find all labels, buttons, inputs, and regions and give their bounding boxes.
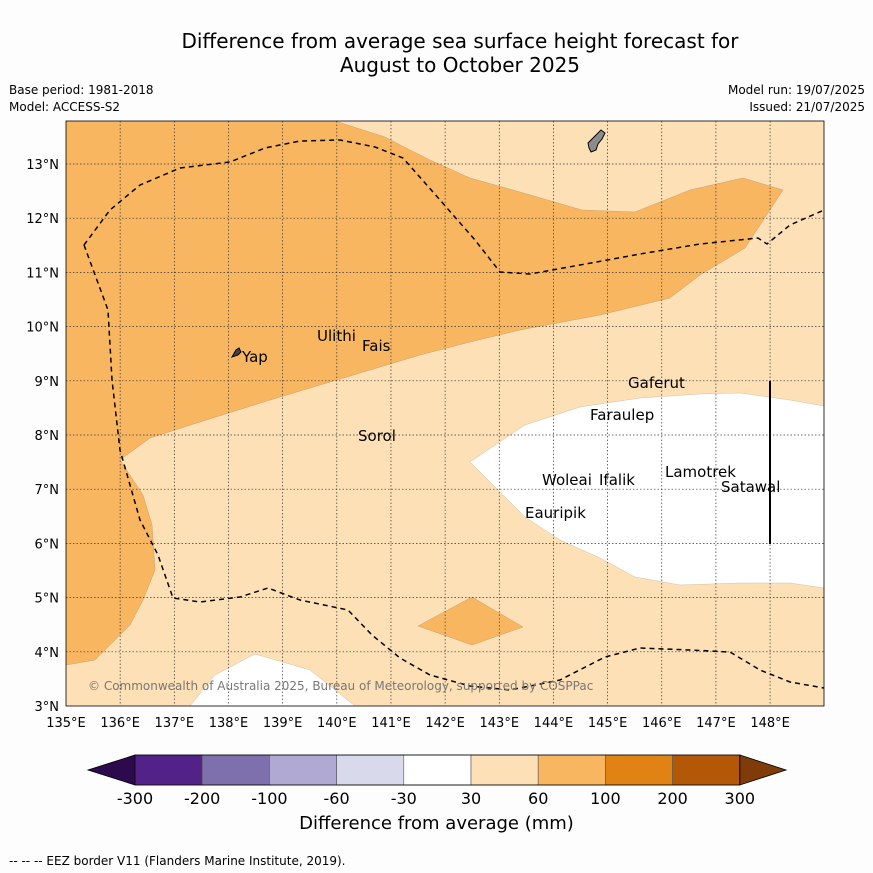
place-ifalik: Ifalik [599,471,635,489]
colorbar-extend-high [739,754,788,786]
colorbar-segment [201,754,270,786]
copyright-notice: © Commonwealth of Australia 2025, Bureau… [88,679,593,693]
latitude-tick-label: 12°N [26,212,59,227]
colorbar-tick-label: 300 [724,789,756,808]
place-faraulep: Faraulep [590,406,654,424]
colorbar-segment [605,754,673,786]
longitude-tick-label: 148°E [750,716,790,731]
colorbar-tick-label: -60 [323,789,350,808]
latitude-tick-label: 6°N [35,537,60,552]
longitude-labels: 135°E 136°E 137°E 138°E 139°E 140°E 141°E 142°E… [46,716,790,731]
latitude-tick-label: 11°N [26,266,59,281]
place-yap: Yap [241,348,268,366]
colorbar-segment [403,754,472,786]
colorbar-label: Difference from average (mm) [299,813,574,834]
colorbar-segment [537,754,606,786]
colorbar-tick-label: -30 [390,789,417,808]
latitude-tick-label: 4°N [35,646,60,661]
colorbar [86,754,788,786]
latitude-tick-label: 13°N [26,158,59,173]
place-satawal: Satawal [721,478,780,496]
band-60-100-patch [417,596,524,646]
place-labels: Ulithi Fais Yap Gaferut Faraulep Sorol L… [241,327,780,522]
title-line-2: August to October 2025 [339,53,581,77]
longitude-tick-label: 143°E [480,716,520,731]
base-period: Base period: 1981-2018 [9,83,154,97]
colorbar-tick-label: 200 [657,789,688,808]
model-run: Model run: 19/07/2025 [727,83,865,97]
longitude-tick-label: 138°E [209,716,249,731]
guam-island [587,129,606,153]
latitude-tick-label: 5°N [35,592,60,607]
issued-date: Issued: 21/07/2025 [749,100,865,114]
place-eauripik: Eauripik [525,504,586,522]
longitude-tick-label: 147°E [696,716,736,731]
graticule [66,121,824,706]
colorbar-tick-label: 60 [528,789,549,808]
latitude-tick-label: 9°N [35,375,60,390]
longitude-tick-label: 140°E [317,716,357,731]
longitude-tick-label: 144°E [534,716,574,731]
map-frame [65,120,825,707]
colorbar-tick-label: 100 [590,789,621,808]
place-gaferut: Gaferut [628,374,685,392]
colorbar-tick-label: 30 [460,789,482,808]
longitude-tick-label: 135°E [46,716,86,731]
eez-border [83,244,825,691]
colorbar-segment [134,754,203,786]
longitude-tick-label: 136°E [100,716,140,731]
latitude-labels: 3°N 4°N 5°N 6°N 7°N 8°N 9°N 10°N 11°N 12°N 13°N [26,158,59,715]
colorbar-extend-low [86,754,136,786]
yap-island [230,347,242,358]
longitude-tick-label: 146°E [642,716,682,731]
longitude-tick-label: 139°E [263,716,303,731]
place-fais: Fais [362,337,391,355]
colorbar-segment [269,754,337,786]
latitude-tick-label: 7°N [35,483,60,498]
latitude-tick-label: 10°N [26,321,59,336]
colorbar-outline [134,754,741,786]
colorbar-segment [672,754,741,786]
colorbar-tick-label: -300 [116,789,154,808]
colorbar-tick-label: -100 [251,789,288,808]
band-60-100 [66,121,784,666]
title-line-1: Difference from average sea surface heig… [181,29,739,53]
colorbar-segment [336,754,405,786]
latitude-tick-label: 3°N [35,700,60,715]
longitude-tick-label: 137°E [155,716,195,731]
longitude-tick-label: 141°E [371,716,411,731]
longitude-tick-label: 142°E [425,716,465,731]
model-name: Model: ACCESS-S2 [9,100,121,114]
band-neutral-east [469,392,824,589]
place-lamotrek: Lamotrek [665,463,736,481]
colorbar-tick-label: -200 [184,789,221,808]
band-neutral-south [189,653,356,706]
longitude-tick-label: 145°E [588,716,628,731]
place-ulithi: Ulithi [317,327,356,345]
place-woleai: Woleai [542,471,592,489]
colorbar-segment [470,754,539,786]
latitude-tick-label: 8°N [35,429,60,444]
place-sorol: Sorol [358,427,396,445]
eez-footnote: -- -- -- EEZ border V11 (Flanders Marine… [9,854,346,868]
